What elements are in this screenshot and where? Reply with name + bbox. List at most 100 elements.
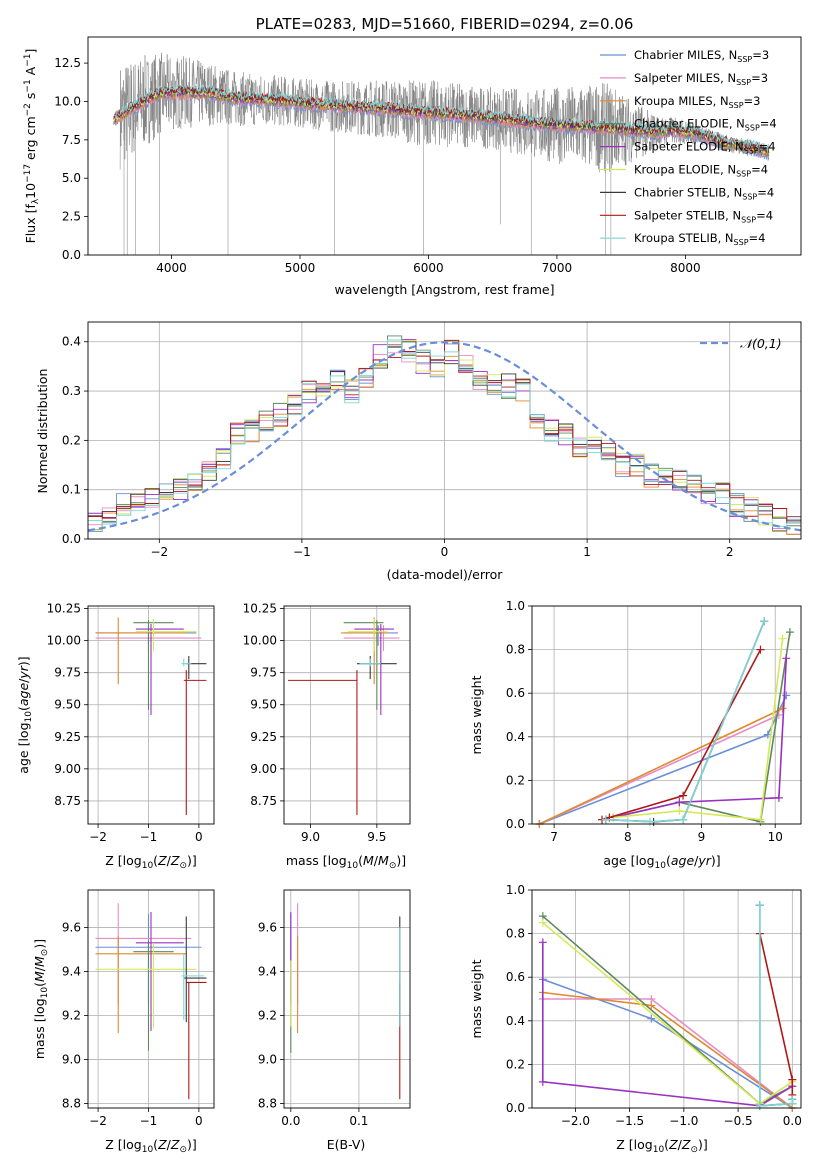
mass-ebv-frame	[283, 889, 411, 1109]
spectrum-title: PLATE=0283, MJD=51660, FIBERID=0294, z=0…	[256, 15, 634, 33]
age-mass-xlabel: mass [log10(M/M⊙)]	[286, 853, 406, 871]
weight-Z-ytick-label-1: 0.2	[506, 1057, 525, 1071]
weight-age-ylabel: mass weight	[469, 675, 484, 754]
weight-Z-series-kroupa-miles-line	[542, 991, 793, 1109]
residuals-hist-chabrier-stelib	[88, 341, 801, 522]
residuals-ytick-label-0: 0.0	[62, 532, 81, 546]
weight-age-series-chabrier-miles-line	[539, 695, 788, 825]
weight-Z-xtick-label-0: −2.0	[561, 1114, 590, 1128]
spectrum-ytick-label-0: 0.0	[62, 248, 81, 262]
weight-Z-series-salpeter-stelib-line	[759, 933, 794, 1095]
age-Z-ytick-label-1: 9.00	[54, 762, 81, 776]
weight-Z-series-kroupa-stelib-marker-3	[788, 1095, 797, 1104]
weight-age-series-kroupa-stelib-marker-1	[645, 817, 654, 826]
residuals-xtick-label-2: 0	[441, 545, 449, 559]
legend-label-chabrier-elodie: Chabrier ELODIE, NSSP=4	[634, 117, 777, 133]
weight-age-series-salpeter-stelib-marker-3	[756, 645, 765, 654]
mass-Z-xtick-label-0: −2	[89, 1114, 107, 1128]
spectrum-xtick-label-3: 7000	[542, 261, 573, 275]
weight-age-xtick-label-3: 10	[768, 830, 783, 844]
age-Z-ytick-label-6: 10.25	[47, 602, 81, 616]
age-Z-xtick-label-1: −1	[140, 830, 158, 844]
residuals-xtick-label-1: −1	[293, 545, 311, 559]
mass-Z-plot-area	[95, 903, 207, 1100]
mass-ebv-panel: E(B-V) 0.0 0.1 8.8 9.0 9.2 9.4 9.6	[258, 889, 411, 1152]
legend-label-chabrier-miles: Chabrier MILES, NSSP=3	[634, 48, 769, 64]
weight-age-frame	[531, 605, 802, 825]
residuals-plot-area	[88, 335, 801, 535]
weight-age-series-kroupa-stelib-line	[605, 620, 765, 823]
age-mass-ytick-label-4: 9.75	[250, 666, 277, 680]
weight-Z-series-salpeter-miles-line	[542, 998, 793, 1109]
age-Z-ytick-label-3: 9.50	[54, 698, 81, 712]
mass-ebv-xtick-label-0: 0.0	[281, 1114, 300, 1128]
weight-Z-series-chabrier-miles-marker-1	[647, 1014, 656, 1023]
residuals-ytick-label-4: 0.4	[62, 335, 81, 349]
age-Z-ytick-label-5: 10.00	[47, 634, 81, 648]
mass-ebv-ytick-label-4: 9.6	[258, 920, 277, 934]
spectrum-xtick-label-1: 5000	[285, 261, 316, 275]
mass-ebv-ytick-label-0: 8.8	[258, 1097, 277, 1111]
weight-age-panel: age [log10(age/yr)] mass weight 7 8 9 10 0.0…	[469, 599, 802, 871]
weight-age-xtick-label-2: 9	[698, 830, 706, 844]
age-Z-xtick-label-0: −2	[89, 830, 107, 844]
residuals-ylabel: Normed distribution	[35, 369, 50, 494]
legend-label-chabrier-stelib: Chabrier STELIB, NSSP=4	[634, 185, 774, 201]
mass-Z-ytick-label-3: 9.4	[62, 964, 81, 978]
weight-Z-xtick-label-4: 0.0	[783, 1114, 802, 1128]
weight-Z-ytick-label-4: 0.8	[506, 927, 525, 941]
spectrum-ytick-label-5: 12.5	[54, 56, 81, 70]
weight-Z-series-salpeter-elodie-marker-1	[538, 1077, 547, 1086]
weight-Z-ylabel: mass weight	[469, 959, 484, 1038]
mass-ebv-xlabel: E(B-V)	[327, 1137, 366, 1152]
age-mass-xtick-label-1: 9.5	[367, 830, 386, 844]
age-mass-ytick-label-0: 8.75	[250, 794, 277, 808]
residuals-xtick-label-0: −2	[150, 545, 168, 559]
weight-Z-frame	[531, 889, 802, 1109]
weight-Z-series-kroupa-elodie-line	[542, 922, 793, 1105]
weight-Z-series-kroupa-stelib-marker-1	[755, 1101, 764, 1110]
weight-age-series-kroupa-miles-marker-1	[778, 704, 787, 713]
legend-label-salpeter-elodie: Salpeter ELODIE, NSSP=4	[634, 140, 776, 156]
spectrum-ylabel: Flux [fλ10−17 erg cm−2 s−1 A−1]	[23, 49, 41, 244]
weight-Z-series-kroupa-elodie-marker-0	[538, 918, 547, 927]
spectrum-plot-area	[113, 52, 770, 255]
age-Z-ylabel: age [log10(age/yr)]	[16, 656, 34, 773]
weight-Z-series-salpeter-stelib-marker-1	[788, 1075, 797, 1084]
mass-Z-frame	[87, 889, 215, 1109]
weight-age-xtick-label-0: 7	[550, 830, 558, 844]
weight-age-plot-area	[535, 617, 794, 828]
weight-age-series-kroupa-stelib-marker-3	[760, 617, 769, 626]
weight-age-series-chabrier-elodie-marker-3	[785, 628, 794, 637]
spectrum-frame	[87, 36, 802, 256]
age-Z-ytick-label-4: 9.75	[54, 666, 81, 680]
spectrum-xtick-label-4: 8000	[670, 261, 701, 275]
weight-Z-series-chabrier-elodie-line	[542, 915, 793, 1105]
mass-Z-xlabel: Z [log10(Z/Z⊙)]	[105, 1137, 197, 1155]
legend-label-kroupa-elodie: Kroupa ELODIE, NSSP=4	[634, 163, 768, 179]
age-mass-ytick-label-2: 9.25	[250, 730, 277, 744]
age-Z-ytick-label-2: 9.25	[54, 730, 81, 744]
weight-age-ytick-label-4: 0.8	[506, 643, 525, 657]
age-mass-ytick-label-6: 10.25	[243, 602, 277, 616]
residuals-hist-salpeter-stelib	[88, 339, 801, 524]
residuals-ytick-label-3: 0.3	[62, 384, 81, 398]
age-Z-plot-area	[95, 617, 207, 816]
residuals-hist-kroupa-stelib	[88, 339, 801, 527]
residuals-normal-curve	[88, 341, 801, 532]
mass-Z-ytick-label-0: 8.8	[62, 1097, 81, 1111]
residuals-xlabel: (data-model)/error	[387, 567, 504, 582]
age-mass-frame	[283, 605, 411, 825]
legend-label-salpeter-stelib: Salpeter STELIB, NSSP=4	[634, 208, 773, 224]
weight-age-ytick-label-3: 0.6	[506, 686, 525, 700]
weight-Z-series-salpeter-elodie-marker-0	[538, 938, 547, 947]
age-Z-frame	[87, 605, 215, 825]
weight-Z-xtick-label-1: −1.5	[615, 1114, 644, 1128]
weight-Z-ytick-label-5: 1.0	[506, 883, 525, 897]
residuals-xtick-label-3: 1	[583, 545, 591, 559]
residuals-legend-label: 𝒩(0,1)	[740, 336, 782, 351]
weight-Z-panel: Z [log10(Z/Z⊙)] mass weight −2.0 −1.5 −1.0…	[469, 883, 802, 1155]
mass-ebv-ytick-label-2: 9.2	[258, 1009, 277, 1023]
weight-age-series-kroupa-stelib-marker-0	[601, 815, 610, 824]
